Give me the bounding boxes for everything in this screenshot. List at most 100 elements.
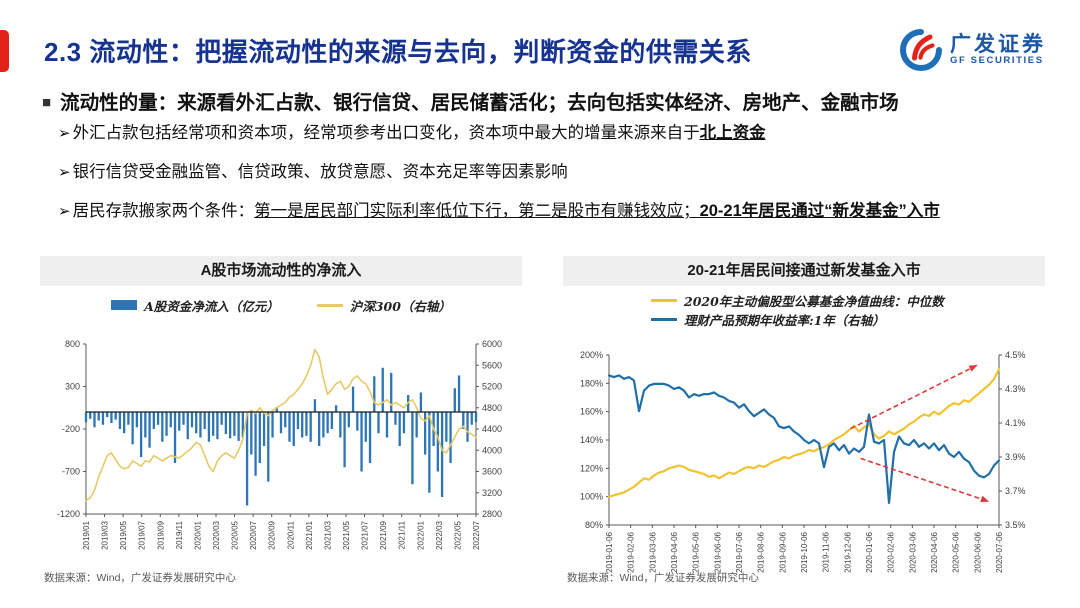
line-swatch-icon xyxy=(651,318,677,321)
point-3-strong: 20-21年居民通过“新发基金”入市 xyxy=(699,202,940,220)
svg-text:2019-08-06: 2019-08-06 xyxy=(757,531,766,572)
svg-text:2022/07: 2022/07 xyxy=(472,520,481,549)
svg-text:2020/09: 2020/09 xyxy=(268,520,277,549)
svg-text:2020-07-06: 2020-07-06 xyxy=(995,531,1004,572)
svg-text:4.1%: 4.1% xyxy=(1005,418,1026,428)
point-1-strong: 北上资金 xyxy=(699,124,766,142)
logo-text: 广发证券 GF SECURITIES xyxy=(950,32,1046,67)
svg-text:4.5%: 4.5% xyxy=(1005,350,1026,360)
svg-text:2021/05: 2021/05 xyxy=(342,520,351,549)
svg-text:2019-11-06: 2019-11-06 xyxy=(822,531,831,572)
svg-text:2021/01: 2021/01 xyxy=(305,520,314,549)
svg-text:2021/09: 2021/09 xyxy=(379,520,388,549)
svg-text:2020/07: 2020/07 xyxy=(249,520,258,549)
svg-text:2019-03-06: 2019-03-06 xyxy=(648,531,657,572)
red-accent-bar xyxy=(0,30,9,72)
svg-text:2020/05: 2020/05 xyxy=(231,520,240,549)
fund-entry-chart: 200% 180% 160% 140% 120% 100% 80% 4.5% 4.3% 4.1% 3… xyxy=(580,350,1026,573)
svg-text:140%: 140% xyxy=(580,435,603,445)
svg-text:4400: 4400 xyxy=(482,424,502,434)
svg-text:2020/11: 2020/11 xyxy=(286,520,295,549)
svg-text:160%: 160% xyxy=(580,407,603,417)
right-chart-legend: 2020年主动偏股型公募基金净值曲线：中位数 理财产品预期年收益率:1年（右轴） xyxy=(651,291,1045,329)
line-swatch-icon xyxy=(316,303,343,307)
net-inflow-chart: 800 300 -200 -700 -1200 6000 5600 5200 4800 4400 4… xyxy=(57,339,502,550)
svg-text:180%: 180% xyxy=(580,378,603,388)
arrow-bullet-icon: ➢ xyxy=(58,164,71,181)
line-swatch-icon xyxy=(651,299,677,302)
legend-label: 理财产品预期年收益率:1年（右轴） xyxy=(684,313,885,328)
svg-text:2020/01: 2020/01 xyxy=(193,520,202,549)
arrow-bullet-icon: ➢ xyxy=(58,125,71,142)
legend-item: A股资金净流入（亿元） xyxy=(111,296,279,315)
legend-label: A股资金净流入（亿元） xyxy=(144,298,279,314)
svg-text:2019-02-06: 2019-02-06 xyxy=(627,531,636,572)
svg-text:4.3%: 4.3% xyxy=(1005,384,1026,394)
svg-text:3.5%: 3.5% xyxy=(1005,520,1026,530)
svg-text:2800: 2800 xyxy=(482,509,502,519)
svg-text:2021/03: 2021/03 xyxy=(323,520,332,549)
svg-text:-1200: -1200 xyxy=(57,509,80,519)
gf-securities-logo: 广发证券 GF SECURITIES xyxy=(899,28,1046,72)
svg-text:2020-05-06: 2020-05-06 xyxy=(952,531,961,572)
svg-text:2019/05: 2019/05 xyxy=(119,520,128,549)
point-2-text: 银行信贷受金融监管、信贷政策、放贷意愿、资本充足率等因素影响 xyxy=(72,163,568,181)
svg-text:4800: 4800 xyxy=(482,403,502,413)
svg-text:2019/03: 2019/03 xyxy=(101,520,110,549)
left-chart-source: 数据来源：Wind，广发证券发展研究中心 xyxy=(44,572,236,584)
svg-text:2022/05: 2022/05 xyxy=(453,520,462,549)
right-chart-source: 数据来源：Wind，广发证券发展研究中心 xyxy=(567,572,759,584)
svg-text:5200: 5200 xyxy=(482,382,502,392)
svg-text:5600: 5600 xyxy=(482,360,502,370)
svg-text:2019-07-06: 2019-07-06 xyxy=(735,531,744,572)
svg-text:3200: 3200 xyxy=(482,488,502,498)
svg-text:2021/07: 2021/07 xyxy=(361,520,370,549)
svg-text:2019-09-06: 2019-09-06 xyxy=(778,531,787,572)
svg-text:2020-02-06: 2020-02-06 xyxy=(887,531,896,572)
main-bullet-text: 流动性的量：来源看外汇占款、银行信贷、居民储蓄活化；去向包括实体经济、房地产、金… xyxy=(60,92,899,114)
logo-name-cn: 广发证券 xyxy=(950,32,1046,56)
svg-text:200%: 200% xyxy=(580,350,603,360)
svg-text:2019-01-06: 2019-01-06 xyxy=(605,531,614,572)
gf-securities-logo-icon xyxy=(900,29,942,71)
legend-item: 2020年主动偏股型公募基金净值曲线：中位数 xyxy=(651,291,1045,310)
svg-text:2019/09: 2019/09 xyxy=(156,520,165,549)
svg-text:2019/11: 2019/11 xyxy=(175,520,184,549)
svg-text:2019/01: 2019/01 xyxy=(82,520,91,549)
point-3-text: 居民存款搬家两个条件： xyxy=(72,202,255,220)
left-chart-title: A股市场流动性的净流入 xyxy=(40,256,522,286)
point-1-text: 外汇占款包括经常项和资本项，经常项参考出口变化，资本项中最大的增量来源来自于 xyxy=(72,124,700,142)
svg-text:2022/03: 2022/03 xyxy=(435,520,444,549)
svg-text:2020-01-06: 2020-01-06 xyxy=(865,531,874,572)
svg-text:2019-05-06: 2019-05-06 xyxy=(692,531,701,572)
legend-item: 沪深300（右轴） xyxy=(316,296,451,315)
svg-text:2019/07: 2019/07 xyxy=(138,520,147,549)
bar-swatch-icon xyxy=(111,300,138,310)
legend-label: 沪深300（右轴） xyxy=(349,298,451,314)
svg-text:4000: 4000 xyxy=(482,445,502,455)
bullet-point-2: ➢ 银行信贷受金融监管、信贷政策、放贷意愿、资本充足率等因素影响 xyxy=(58,161,940,184)
svg-text:2021/11: 2021/11 xyxy=(398,520,407,549)
svg-text:2019-10-06: 2019-10-06 xyxy=(800,531,809,572)
left-chart-panel: A股市场流动性的净流入 A股资金净流入（亿元） 沪深300（右轴） 800 300… xyxy=(40,256,522,574)
bullet-points: ➢ 外汇占款包括经常项和资本项，经常项参考出口变化，资本项中最大的增量来源来自于北… xyxy=(58,122,940,239)
svg-text:-200: -200 xyxy=(62,424,80,434)
right-chart-title: 20-21年居民间接通过新发基金入市 xyxy=(563,256,1045,286)
main-bullet: ■ 流动性的量：来源看外汇占款、银行信贷、居民储蓄活化；去向包括实体经济、房地产、… xyxy=(42,86,899,115)
point-3-underline: 第一是居民部门实际利率低位下行，第二是股市有赚钱效应； xyxy=(254,202,700,220)
bullet-point-1: ➢ 外汇占款包括经常项和资本项，经常项参考出口变化，资本项中最大的增量来源来自于北… xyxy=(58,122,940,145)
svg-text:80%: 80% xyxy=(585,520,603,530)
svg-text:800: 800 xyxy=(65,339,80,349)
svg-text:2019-06-06: 2019-06-06 xyxy=(713,531,722,572)
svg-text:3600: 3600 xyxy=(482,467,502,477)
square-bullet-icon: ■ xyxy=(42,94,52,111)
arrow-bullet-icon: ➢ xyxy=(58,203,71,220)
svg-text:6000: 6000 xyxy=(482,339,502,349)
svg-text:120%: 120% xyxy=(580,463,603,473)
svg-text:2020-03-06: 2020-03-06 xyxy=(908,531,917,572)
svg-text:2020-04-06: 2020-04-06 xyxy=(930,531,939,572)
left-chart-legend: A股资金净流入（亿元） 沪深300（右轴） xyxy=(40,292,522,318)
logo-name-en: GF SECURITIES xyxy=(950,55,1044,67)
svg-text:2019-04-06: 2019-04-06 xyxy=(670,531,679,572)
